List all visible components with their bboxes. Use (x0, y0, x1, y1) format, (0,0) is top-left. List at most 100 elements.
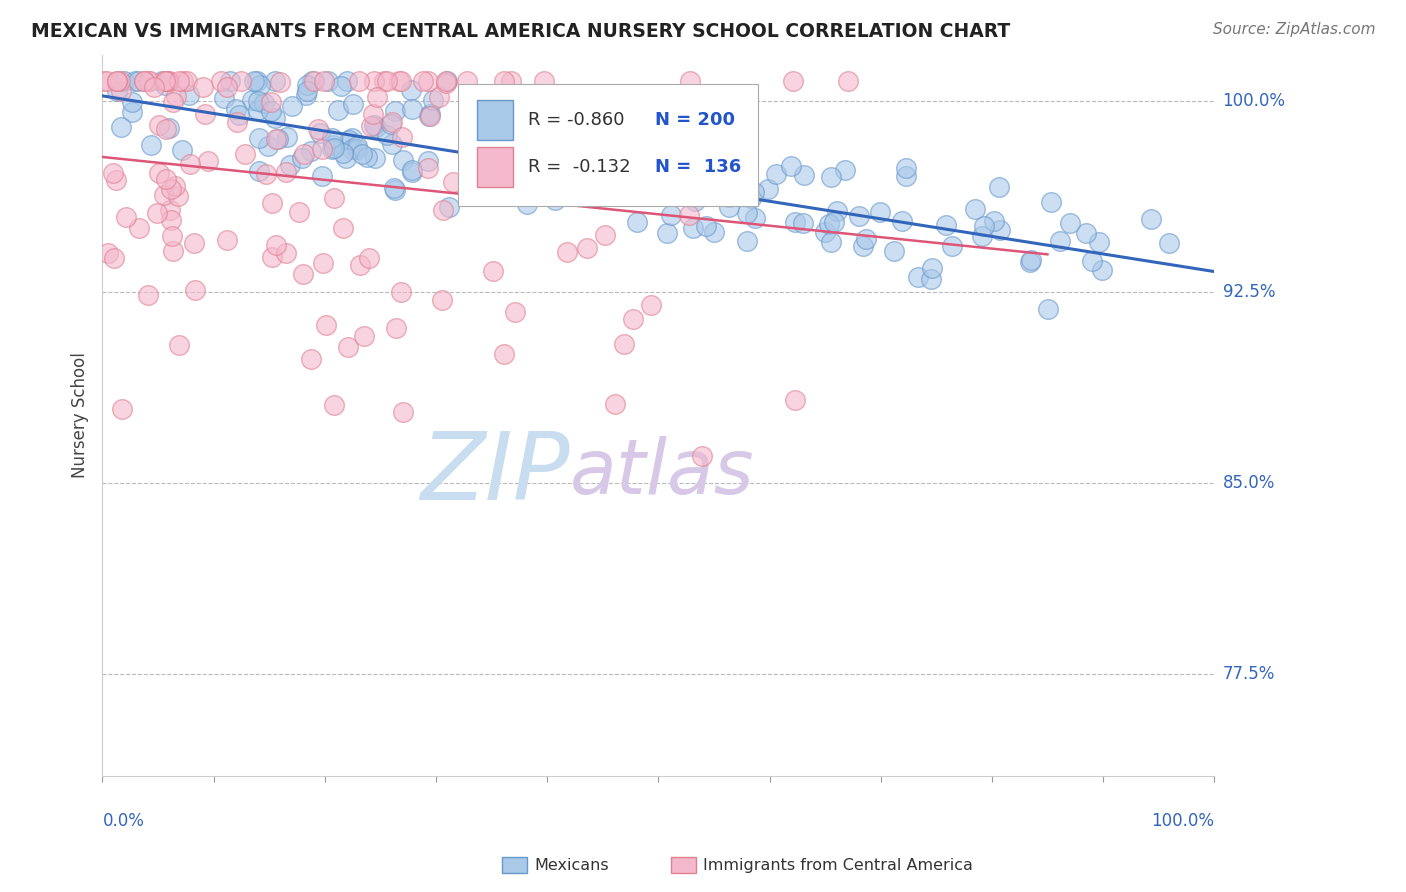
Point (869, 205, 891, 219)
Point (153, 188, 176, 202)
Point (661, 110, 683, 124)
Point (616, 179, 638, 194)
Point (157, 120, 180, 135)
Point (93, 73, 115, 87)
Point (568, 161, 591, 175)
Point (1088, 235, 1111, 249)
Point (225, 102, 247, 116)
Point (312, 73, 335, 87)
Point (654, 150, 676, 164)
Point (363, 73, 385, 87)
Point (159, 203, 181, 218)
Point (278, 158, 301, 172)
Point (139, 137, 162, 152)
Point (463, 138, 485, 153)
Point (103, 251, 125, 265)
Point (1040, 194, 1063, 209)
Point (434, 73, 457, 87)
Point (97, 246, 120, 260)
Point (267, 131, 290, 145)
Point (240, 93, 263, 107)
Point (659, 208, 682, 222)
Point (613, 337, 636, 351)
Point (288, 205, 311, 219)
Point (491, 168, 513, 182)
Point (463, 136, 485, 151)
Point (630, 162, 652, 177)
Point (647, 178, 669, 192)
Point (970, 228, 993, 243)
Point (269, 75, 291, 89)
Point (246, 73, 269, 87)
Point (422, 93, 444, 107)
Point (105, 84, 128, 98)
Point (155, 73, 177, 87)
Point (254, 167, 277, 181)
Point (389, 73, 412, 87)
Point (555, 168, 578, 182)
Point (1159, 235, 1181, 250)
Point (593, 228, 616, 243)
Point (793, 168, 815, 182)
Point (533, 73, 555, 87)
Point (389, 285, 412, 299)
Point (662, 149, 685, 163)
Point (418, 161, 440, 175)
Point (215, 233, 238, 247)
Point (247, 130, 270, 145)
Point (935, 218, 957, 232)
Point (484, 177, 506, 191)
Point (392, 405, 415, 419)
Point (349, 73, 371, 87)
Point (626, 128, 648, 143)
Point (682, 221, 704, 235)
Point (357, 252, 380, 266)
Point (157, 73, 180, 87)
Point (702, 225, 724, 239)
Point (350, 146, 373, 161)
Point (315, 318, 337, 333)
Point (337, 133, 360, 147)
Point (711, 180, 734, 194)
Point (110, 84, 132, 98)
Point (1049, 234, 1071, 248)
Point (894, 161, 917, 175)
Point (363, 118, 385, 132)
Point (197, 153, 219, 168)
Point (184, 283, 207, 297)
Point (654, 164, 676, 178)
Point (494, 157, 516, 171)
Point (167, 338, 190, 352)
Point (382, 181, 405, 195)
Point (785, 392, 807, 407)
Point (1059, 216, 1081, 230)
Point (132, 73, 155, 87)
Point (744, 211, 766, 225)
Point (209, 73, 232, 87)
Point (555, 177, 578, 191)
Point (717, 190, 740, 204)
Point (481, 120, 503, 135)
Point (307, 122, 329, 136)
Point (321, 130, 343, 145)
Point (820, 170, 842, 185)
Point (436, 73, 458, 87)
Point (603, 397, 626, 411)
Point (756, 182, 779, 196)
Point (332, 221, 354, 235)
FancyBboxPatch shape (458, 84, 758, 206)
Point (112, 73, 135, 87)
Point (295, 78, 318, 92)
Point (274, 246, 297, 260)
Point (920, 272, 942, 286)
Point (295, 84, 318, 98)
Point (391, 129, 413, 144)
Point (471, 155, 494, 169)
Point (820, 235, 842, 249)
Point (264, 111, 287, 125)
Point (783, 215, 806, 229)
Point (276, 165, 298, 179)
Point (492, 73, 515, 87)
Point (792, 216, 814, 230)
Point (419, 107, 441, 121)
